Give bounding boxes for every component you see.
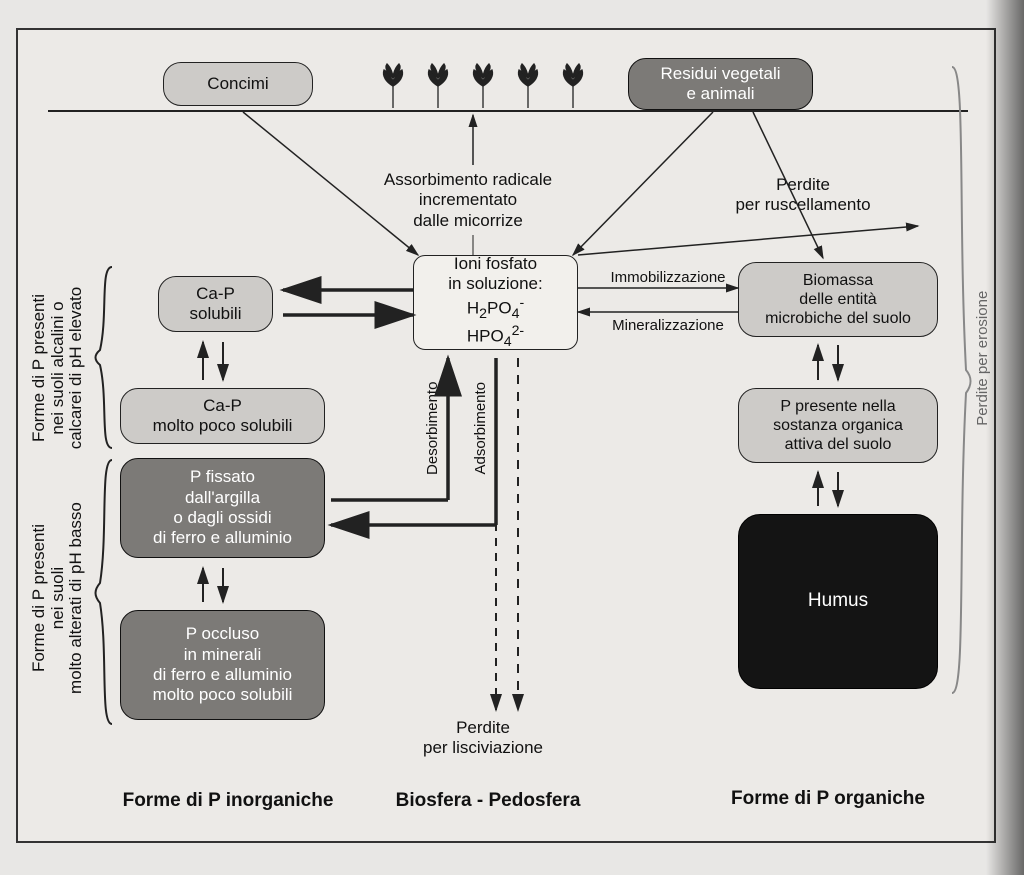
page-shadow: [986, 0, 1024, 875]
diagram-frame: Concimi Residui vegetali e animali: [16, 28, 996, 843]
dashed-leach: [18, 30, 998, 845]
